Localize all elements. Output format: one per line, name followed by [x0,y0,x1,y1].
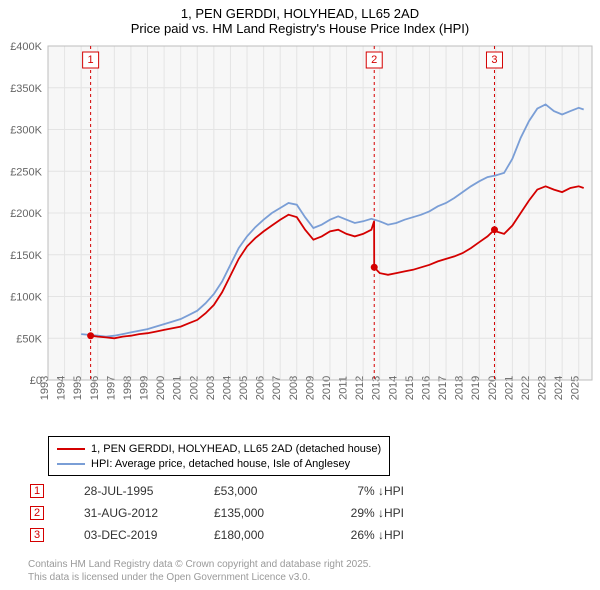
x-tick-label: 2013 [371,376,383,400]
sale-row: 3 03-DEC-2019£180,00026% ↓HPI [30,524,424,546]
x-tick-label: 2012 [354,376,366,400]
y-tick-label: £200K [10,208,42,220]
title-line-2: Price paid vs. HM Land Registry's House … [10,21,590,36]
x-tick-label: 2025 [570,376,582,400]
x-tick-label: 2000 [155,376,167,400]
x-tick-label: 2008 [288,376,300,400]
x-tick-label: 2019 [470,376,482,400]
x-tick-label: 2010 [321,376,333,400]
x-tick-label: 1993 [39,376,51,400]
sale-row: 1 28-JUL-1995£53,0007% ↓HPI [30,480,424,502]
sale-point [371,264,378,271]
x-tick-label: 2006 [255,376,267,400]
sale-point [491,226,498,233]
legend-label: 1, PEN GERDDI, HOLYHEAD, LL65 2AD (detac… [91,443,381,455]
legend-row: 1, PEN GERDDI, HOLYHEAD, LL65 2AD (detac… [57,441,381,456]
x-tick-label: 2017 [437,376,449,400]
sale-marker-box: 3 [30,528,44,542]
x-tick-label: 1999 [139,376,151,400]
y-tick-label: £100K [10,292,42,304]
sale-point [87,332,94,339]
sale-delta-suffix: HPI [384,528,424,542]
legend-swatch [57,463,85,465]
sale-price: £180,000 [214,528,324,542]
price-chart: £0£50K£100K£150K£200K£250K£300K£350K£400… [0,40,600,430]
x-tick-label: 2014 [387,376,399,400]
x-tick-label: 1997 [105,376,117,400]
x-tick-label: 1996 [89,376,101,400]
x-tick-label: 2016 [420,376,432,400]
x-tick-label: 2009 [304,376,316,400]
x-tick-label: 2023 [537,376,549,400]
y-tick-label: £350K [10,83,42,95]
x-tick-label: 2003 [205,376,217,400]
sale-row: 2 31-AUG-2012£135,00029% ↓HPI [30,502,424,524]
sale-date: 03-DEC-2019 [84,528,214,542]
chart-legend: 1, PEN GERDDI, HOLYHEAD, LL65 2AD (detac… [48,436,390,476]
sale-marker-box: 1 [30,484,44,498]
legend-swatch [57,448,85,450]
y-tick-label: £250K [10,166,42,178]
x-tick-label: 1995 [72,376,84,400]
x-tick-label: 2022 [520,376,532,400]
sale-marker-label: 2 [371,54,377,66]
footer-line-1: Contains HM Land Registry data © Crown c… [28,559,371,572]
sale-delta: 29% ↓ [324,506,384,520]
y-tick-label: £400K [10,41,42,53]
sale-price: £135,000 [214,506,324,520]
sale-price: £53,000 [214,484,324,498]
sale-marker-box: 2 [30,506,44,520]
y-tick-label: £300K [10,125,42,137]
attribution-footer: Contains HM Land Registry data © Crown c… [28,559,371,584]
x-tick-label: 2018 [454,376,466,400]
x-tick-label: 1998 [122,376,134,400]
chart-title: 1, PEN GERDDI, HOLYHEAD, LL65 2AD Price … [0,0,600,38]
x-tick-label: 2004 [221,376,233,400]
sale-delta-suffix: HPI [384,484,424,498]
x-tick-label: 2005 [238,376,250,400]
legend-label: HPI: Average price, detached house, Isle… [91,458,350,470]
title-line-1: 1, PEN GERDDI, HOLYHEAD, LL65 2AD [10,6,590,21]
x-tick-label: 2007 [271,376,283,400]
x-tick-label: 2001 [172,376,184,400]
x-tick-label: 2020 [487,376,499,400]
sale-delta-suffix: HPI [384,506,424,520]
sale-events-table: 128-JUL-1995£53,0007% ↓HPI231-AUG-2012£1… [30,480,424,546]
footer-line-2: This data is licensed under the Open Gov… [28,572,371,585]
x-tick-label: 2021 [503,376,515,400]
x-tick-label: 2002 [188,376,200,400]
sale-marker-label: 3 [491,54,497,66]
x-tick-label: 1994 [56,376,68,400]
y-tick-label: £150K [10,250,42,262]
legend-row: HPI: Average price, detached house, Isle… [57,456,381,471]
sale-delta: 7% ↓ [324,484,384,498]
sale-date: 28-JUL-1995 [84,484,214,498]
x-tick-label: 2015 [404,376,416,400]
chart-svg: £0£50K£100K£150K£200K£250K£300K£350K£400… [0,40,600,430]
y-tick-label: £50K [16,333,42,345]
sale-date: 31-AUG-2012 [84,506,214,520]
sale-delta: 26% ↓ [324,528,384,542]
sale-marker-label: 1 [88,54,94,66]
x-tick-label: 2024 [553,376,565,400]
